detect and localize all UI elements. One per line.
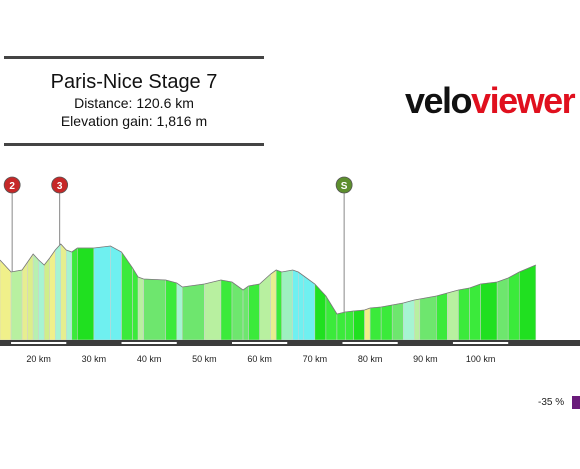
profile-segment	[480, 281, 498, 341]
profile-segment	[220, 279, 233, 341]
x-tick-label: 90 km	[413, 354, 438, 364]
profile-segment	[303, 275, 316, 341]
axis-stripe	[11, 342, 67, 344]
profile-segment	[54, 243, 62, 341]
axis-stripe	[121, 342, 177, 344]
profile-segment	[43, 257, 50, 341]
marker-label: 2	[9, 181, 15, 192]
marker-label: 3	[57, 181, 63, 192]
profile-segment	[32, 253, 39, 341]
elevation-text: Elevation gain: 1,816 m	[60, 113, 208, 129]
profile-segment	[353, 309, 365, 341]
veloviewer-logo: veloviewer	[405, 80, 576, 122]
profile-segment	[518, 264, 537, 341]
legend-swatch	[572, 396, 580, 409]
logo-part-viewer: viewer	[471, 80, 576, 121]
profile-segment	[60, 243, 67, 341]
profile-segment	[325, 295, 338, 341]
x-tick-label: 30 km	[82, 354, 107, 364]
profile-segment	[391, 302, 404, 341]
marker-circle	[51, 176, 69, 194]
x-tick-label: 70 km	[303, 354, 328, 364]
profile-segment	[436, 292, 448, 341]
profile-segment	[176, 282, 183, 341]
profile-segment	[38, 259, 45, 341]
profile-segment	[137, 276, 144, 341]
page-title: Paris-Nice Stage 7	[50, 71, 218, 93]
profile-segment	[292, 269, 299, 341]
profile-segment	[10, 269, 23, 341]
profile-segment	[242, 285, 249, 341]
profile-segment	[270, 269, 277, 341]
profile-segment	[314, 283, 327, 341]
profile-segment	[143, 278, 166, 341]
profile-segment	[414, 298, 421, 341]
marker-circle	[335, 176, 353, 194]
x-tick-label: 60 km	[247, 354, 272, 364]
profile-segment	[298, 271, 305, 341]
profile-segment	[21, 261, 28, 341]
profile-segment	[27, 253, 34, 341]
logo-part-velo: velo	[405, 80, 473, 121]
profile-segment	[132, 267, 139, 341]
title-box: Paris-Nice Stage 7 Distance: 120.6 km El…	[4, 56, 264, 146]
profile-markers: 2 3 S	[3, 176, 353, 313]
axis-bar	[0, 340, 580, 346]
profile-segment	[77, 247, 95, 341]
profile-segment	[110, 245, 122, 341]
x-tick-label: 80 km	[358, 354, 383, 364]
x-tick-label: 40 km	[137, 354, 162, 364]
profile-segment	[419, 295, 437, 341]
profile-segment	[364, 307, 371, 341]
profile-segment	[0, 259, 12, 341]
profile-segment	[182, 283, 205, 341]
profile-segment	[402, 299, 415, 341]
marker-circle	[3, 176, 21, 194]
profile-segment	[66, 249, 73, 341]
distance-text: Distance: 120.6 km	[74, 95, 194, 111]
profile-segment	[248, 283, 260, 341]
profile-segment	[380, 304, 393, 341]
marker-label: S	[341, 181, 348, 192]
x-tick-label: 100 km	[466, 354, 496, 364]
profile-segment	[275, 269, 282, 341]
profile-segment	[336, 311, 346, 341]
profile-segment	[49, 249, 56, 341]
axis-stripe	[452, 342, 509, 344]
profile-segment	[71, 247, 78, 341]
x-tick-label: 20 km	[26, 354, 51, 364]
profile-segment	[231, 281, 244, 341]
profile-segment	[259, 273, 271, 341]
profile-segment	[165, 279, 178, 341]
x-tick-label: 50 km	[192, 354, 217, 364]
distance-axis: 20 km 30 km 40 km 50 km 60 km 70 km 80 km 90 km…	[0, 340, 580, 364]
profile-segment	[204, 279, 222, 341]
profile-segment	[458, 287, 470, 341]
profile-segment	[281, 269, 294, 341]
profile-segment	[93, 245, 111, 341]
profile-segments	[0, 243, 537, 341]
axis-stripe	[232, 342, 288, 344]
profile-outline	[0, 243, 536, 315]
profile-segment	[469, 283, 481, 341]
profile-segment	[344, 310, 354, 341]
profile-segment	[496, 277, 509, 341]
profile-segment	[507, 271, 520, 341]
legend-label: -35 %	[538, 397, 565, 408]
profile-segment	[447, 289, 459, 341]
profile-segment	[369, 306, 382, 341]
axis-stripe	[342, 342, 398, 344]
